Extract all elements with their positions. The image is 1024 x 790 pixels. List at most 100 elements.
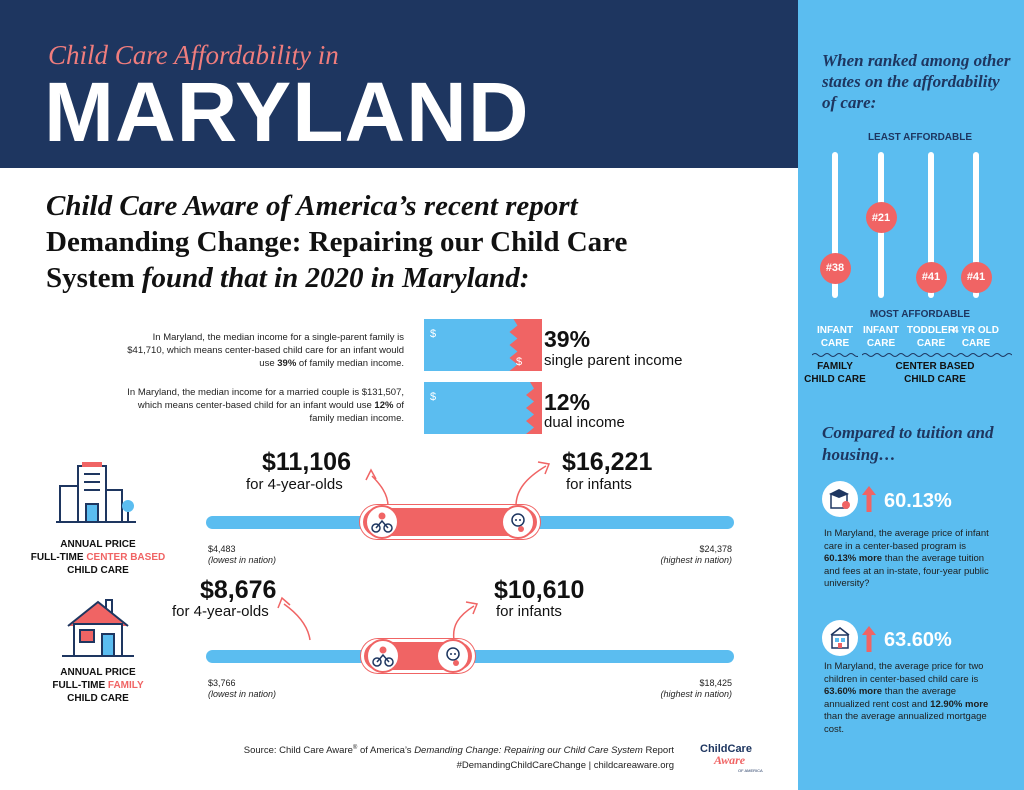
single-income-text-end: of family median income. xyxy=(296,358,404,369)
center-group-line-2: CHILD CARE xyxy=(904,374,966,385)
center-group-label: CENTER BASED CHILD CARE xyxy=(880,360,990,386)
hashtag-link[interactable]: #DemandingChildCareChange | childcareawa… xyxy=(456,760,674,772)
intro-statement: Child Care Aware of America’s recent rep… xyxy=(46,188,766,296)
family-group-line-1: FAMILY xyxy=(817,361,853,372)
intro-report-title-1: Demanding Change: Repairing our Child Ca… xyxy=(46,226,628,258)
most-affordable-label: MOST AFFORDABLE xyxy=(869,309,971,320)
single-income-description: In Maryland, the median income for a sin… xyxy=(124,331,404,370)
single-income-label: single parent income xyxy=(544,352,683,369)
rank-column-label: INFANT CARE xyxy=(810,324,860,350)
family-side-line-2: FULL-TIME FAMILY xyxy=(28,679,168,692)
family-max-value: $18,425 xyxy=(699,678,732,688)
dual-income-description: In Maryland, the median income for a mar… xyxy=(124,386,404,425)
center-based-side-label: ANNUAL PRICE FULL-TIME CENTER BASED CHIL… xyxy=(28,538,168,577)
family-callout-arrows xyxy=(277,596,479,641)
single-income-percent: 39% xyxy=(544,326,591,352)
dual-income-percent: 12% xyxy=(544,389,591,415)
least-affordable-label: LEAST AFFORDABLE xyxy=(867,132,973,143)
rank-column-label-line-2: CARE xyxy=(961,338,991,349)
housing-text-b: than the average annualized rent cost an… xyxy=(824,686,957,710)
logo-line-3: OF AMERICA xyxy=(738,768,763,773)
housing-text-c: than the average annualized mortgage cos… xyxy=(824,711,987,735)
rank-column-label-line-2: CARE xyxy=(866,338,896,349)
intro-line-3-rest: found that in 2020 in Maryland: xyxy=(134,262,530,294)
rank-marker: #41 xyxy=(915,261,947,293)
rank-pole xyxy=(928,152,934,298)
center-side-line-2: FULL-TIME CENTER BASED xyxy=(28,551,168,564)
family-side-line-2a: FULL-TIME xyxy=(52,680,108,691)
intro-line-3: System found that in 2020 in Maryland: xyxy=(46,260,766,296)
family-side-line-2b: FAMILY xyxy=(107,680,144,691)
dual-income-text-end: of family median income. xyxy=(309,400,404,424)
dollar-left-icon: $ xyxy=(430,391,436,403)
center-group-bracket xyxy=(862,353,1012,357)
family-max-label: $18,425 (highest in nation) xyxy=(656,678,732,700)
family-group-bracket xyxy=(812,353,858,357)
family-4yr-price: $8,676 xyxy=(200,576,277,604)
housing-text-a: In Maryland, the average price for two c… xyxy=(824,661,984,685)
center-infant-price: $16,221 xyxy=(562,448,653,476)
family-min-value: $3,766 xyxy=(208,678,236,688)
intro-line-1: Child Care Aware of America’s recent rep… xyxy=(46,190,578,222)
single-income-highlight: 39% xyxy=(277,358,297,369)
comparison-title: Compared to tuition and housing… xyxy=(822,423,994,464)
tuition-percent: 60.13% xyxy=(884,490,952,512)
source-registered-mark: ® xyxy=(352,745,358,751)
family-group-line-2: CHILD CARE xyxy=(804,374,866,385)
dual-income-label: dual income xyxy=(544,414,625,431)
house-icon xyxy=(62,599,134,657)
source-report-name: Demanding Change: Repairing our Child Ca… xyxy=(414,745,643,757)
rank-pole xyxy=(832,152,838,298)
center-callout-arrows xyxy=(365,461,551,507)
family-side-label: ANNUAL PRICE FULL-TIME FAMILY CHILD CARE xyxy=(28,666,168,705)
source-footer: Source: Child Care Aware® of America’s D… xyxy=(200,741,674,773)
family-min-label: $3,766 (lowest in nation) xyxy=(208,678,276,700)
rank-pole xyxy=(973,152,979,298)
center-min-label: $4,483 (lowest in nation) xyxy=(208,544,276,566)
tuition-description: In Maryland, the average price of infant… xyxy=(824,528,992,591)
rank-column-label-line-2: CARE xyxy=(820,338,850,349)
rank-column-label-line-1: TODDLER xyxy=(906,325,956,336)
dual-income-text: In Maryland, the median income for a mar… xyxy=(127,387,404,411)
housing-text-bold: 63.60% more xyxy=(824,686,883,697)
housing-percent: 63.60% xyxy=(884,629,952,651)
rank-column-label: 4 YR OLD CARE xyxy=(951,324,1001,350)
page-title: MARYLAND xyxy=(44,65,530,159)
up-arrow-icon xyxy=(862,626,876,652)
tuition-text-a: In Maryland, the average price of infant… xyxy=(824,528,989,552)
single-income-bar: $ $ xyxy=(424,319,542,371)
source-text-c: Report xyxy=(642,745,674,757)
header-banner: Child Care Affordability in MARYLAND xyxy=(0,0,798,168)
center-group-line-1: CENTER BASED xyxy=(895,361,975,372)
family-min-note: (lowest in nation) xyxy=(208,689,277,699)
infant-icon xyxy=(435,639,470,673)
child-bike-icon xyxy=(364,505,399,539)
center-max-note: (highest in nation) xyxy=(660,555,732,565)
center-infant-label: for infants xyxy=(566,476,632,493)
tuition-text-b: than the average tuition and fees at an … xyxy=(824,553,989,589)
family-max-note: (highest in nation) xyxy=(660,689,732,699)
rank-column-label-line-1: INFANT xyxy=(862,325,900,336)
rank-marker: #38 xyxy=(819,252,851,284)
child-care-aware-logo: ChildCare Aware OF AMERICA xyxy=(700,743,763,773)
logo-line-1: ChildCare xyxy=(700,743,752,755)
center-max-value: $24,378 xyxy=(699,544,732,554)
child-bike-icon xyxy=(365,639,400,673)
dual-income-bar: $ xyxy=(424,382,542,434)
rank-column-label-line-2: CARE xyxy=(916,338,946,349)
source-text-a: Source: Child Care Aware xyxy=(243,745,353,757)
center-min-value: $4,483 xyxy=(208,544,236,554)
rank-marker: #41 xyxy=(960,261,992,293)
center-side-line-2a: FULL-TIME xyxy=(30,552,87,563)
intro-report-title-2: System xyxy=(46,262,135,294)
center-max-label: $24,378 (highest in nation) xyxy=(656,544,732,566)
dollar-right-icon: $ xyxy=(516,356,522,368)
sidebar-panel xyxy=(798,0,1024,790)
townhouse-icon xyxy=(822,620,858,656)
family-side-line-3: CHILD CARE xyxy=(67,693,129,704)
center-4yr-label: for 4-year-olds xyxy=(246,476,343,493)
family-group-label: FAMILY CHILD CARE xyxy=(800,360,870,386)
family-side-line-1: ANNUAL PRICE xyxy=(60,667,136,678)
family-infant-price: $10,610 xyxy=(494,576,585,604)
family-infant-label: for infants xyxy=(496,603,562,620)
